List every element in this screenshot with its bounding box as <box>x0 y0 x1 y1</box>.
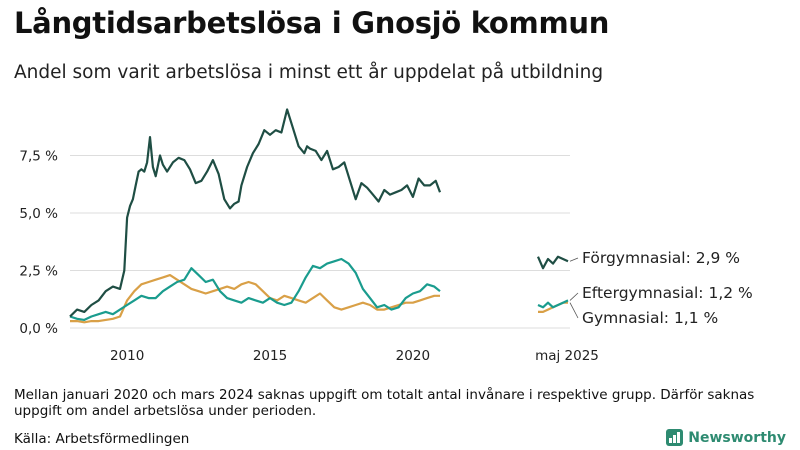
recent-period-lines <box>536 255 569 313</box>
axis-labels: 0,0 % 2,5 % 5,0 % 7,5 % 2010 2015 2020 maj 2025 <box>19 149 599 365</box>
series-label-gymnasial: Gymnasial: 1,1 % <box>582 309 718 327</box>
series-label-eftergymnasial: Eftergymnasial: 1,2 % <box>582 284 753 302</box>
y-tick-label: 2,5 % <box>19 264 58 280</box>
series-end-labels: Förgymnasial: 2,9 % Eftergymnasial: 1,2 %… <box>569 249 753 327</box>
x-tick-label: 2020 <box>396 348 430 364</box>
series-line-gymnasial <box>70 274 440 324</box>
y-tick-label: 7,5 % <box>19 149 58 165</box>
x-tick-label: 2010 <box>110 348 144 364</box>
x-tick-label-end: maj 2025 <box>535 348 599 364</box>
source-text: Källa: Arbetsförmedlingen <box>14 431 190 447</box>
grid-lines <box>70 155 570 329</box>
chart-subtitle: Andel som varit arbetslösa i minst ett å… <box>14 62 604 83</box>
brand-logo: Newsworthy <box>666 429 786 446</box>
footnote: Mellan januari 2020 och mars 2024 saknas… <box>14 387 755 419</box>
recent-line-eftergymnasial <box>537 299 569 309</box>
brand-name: Newsworthy <box>688 429 786 446</box>
chart-title: Långtidsarbetslösa i Gnosjö kommun <box>14 6 610 40</box>
y-tick-label: 0,0 % <box>19 321 58 337</box>
series-lines <box>69 108 442 324</box>
recent-line-forgymnasial <box>536 255 569 270</box>
line-chart: 0,0 % 2,5 % 5,0 % 7,5 % 2010 2015 2020 maj 2025… <box>19 108 753 365</box>
x-tick-label: 2015 <box>253 348 287 364</box>
series-line-eftergymnasial <box>69 257 441 321</box>
series-line-forgymnasial <box>69 108 442 318</box>
leader-line <box>569 302 579 319</box>
leader-line <box>569 292 579 301</box>
leader-line <box>569 257 579 262</box>
series-label-forgymnasial: Förgymnasial: 2,9 % <box>582 249 740 267</box>
newsworthy-icon <box>666 429 684 446</box>
y-tick-label: 5,0 % <box>19 206 58 222</box>
